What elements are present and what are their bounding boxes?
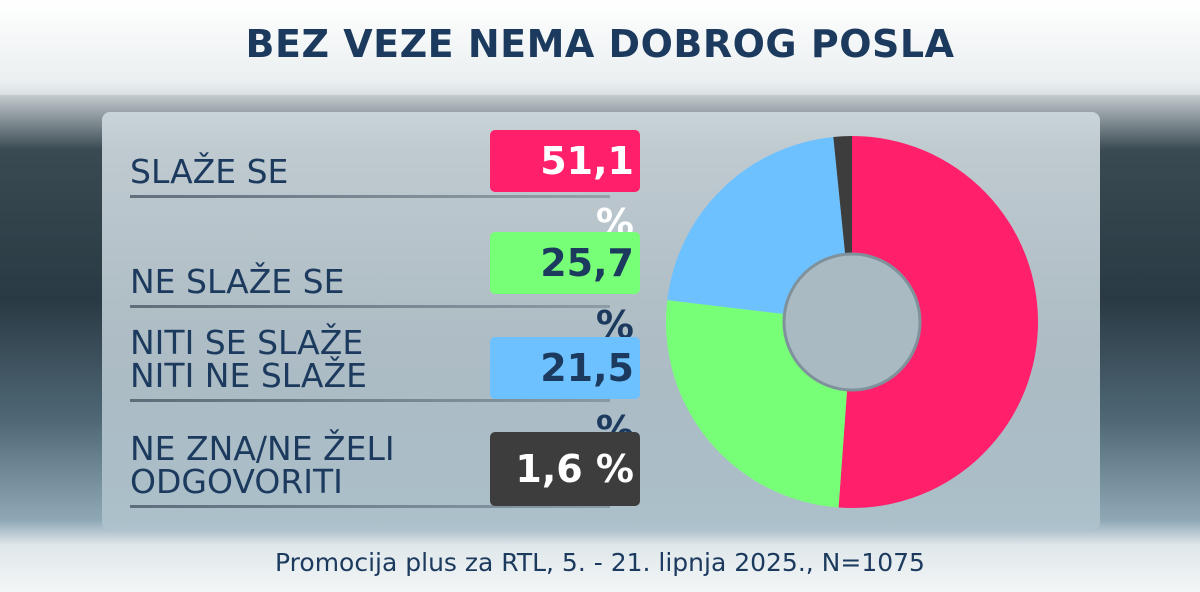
row-divider xyxy=(130,195,610,198)
legend-row-agree: SLAŽE SE 51,1 % xyxy=(130,130,640,245)
slice-neutral xyxy=(667,136,846,314)
value-badge: 1,6 % xyxy=(490,432,640,506)
legend-label: SLAŽE SE xyxy=(130,152,289,191)
donut-hole xyxy=(782,252,922,392)
legend-label: NE SLAŽE SE xyxy=(130,262,345,301)
slice-dont-know xyxy=(833,136,852,255)
slice-disagree xyxy=(666,300,848,508)
value-badge: 25,7 % xyxy=(490,232,640,347)
row-divider xyxy=(130,305,610,308)
legend-row-neutral: NITI SE SLAŽE NITI NE SLAŽE 21,5 % xyxy=(130,322,640,452)
title-bar xyxy=(0,0,1200,95)
value-badge: 51,1 % xyxy=(490,130,640,245)
legend-row-disagree: NE SLAŽE SE 25,7 % xyxy=(130,230,640,347)
legend-row-dont-know: NE ZNA/NE ŽELI ODGOVORITI 1,6 % xyxy=(130,429,640,508)
row-divider xyxy=(130,399,610,402)
row-divider xyxy=(130,505,610,508)
slice-agree xyxy=(838,136,1039,508)
legend-label: NE ZNA/NE ŽELI ODGOVORITI xyxy=(130,429,395,501)
legend-label: NITI SE SLAŽE NITI NE SLAŽE xyxy=(130,323,367,395)
chart-title: BEZ VEZE NEMA DOBROG POSLA xyxy=(245,22,955,66)
donut-chart xyxy=(666,136,1039,508)
source-note: Promocija plus za RTL, 5. - 21. lipnja 2… xyxy=(275,548,925,577)
value-badge: 21,5 % xyxy=(490,337,640,452)
